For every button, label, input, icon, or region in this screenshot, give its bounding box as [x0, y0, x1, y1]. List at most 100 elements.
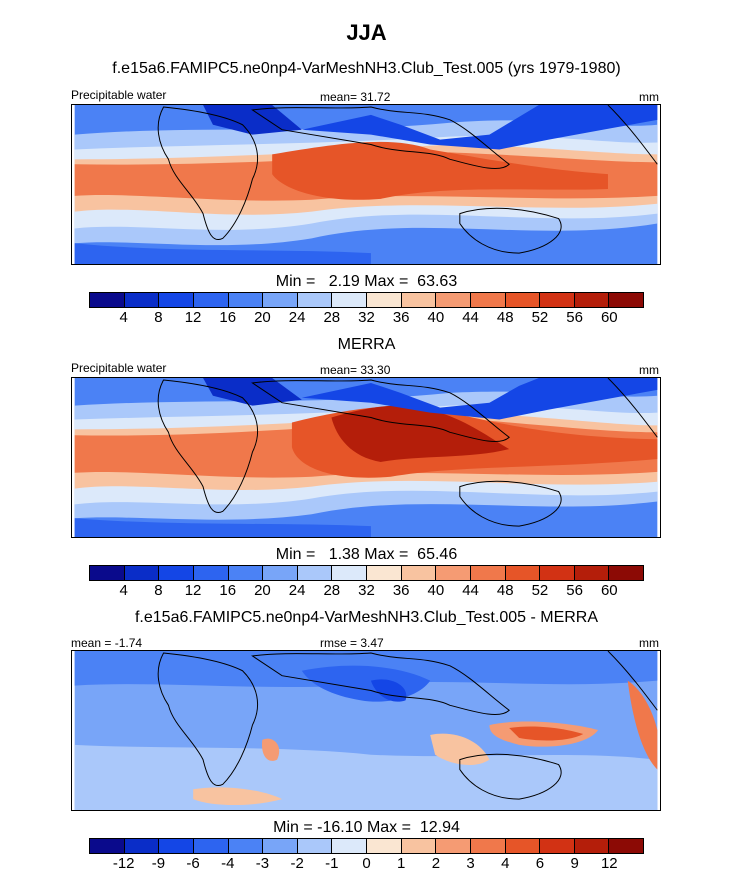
colorbar-tick-label: 9	[570, 855, 579, 872]
colorbar-tick-label: 2	[431, 855, 441, 872]
panel2-colorbar-ticks: 4 8 12 16 20 24 28 32 36 40 44 48 52 56 60	[89, 582, 644, 600]
colorbar-tick-label: 36	[392, 582, 410, 599]
panel1-field-dry-north	[301, 105, 658, 150]
colorbar-tick-label: 8	[154, 582, 163, 599]
panel1-colorbar-swatch	[505, 293, 541, 307]
panel3-colorbar-ticks: -12 -9 -6 -4 -3 -2 -1 0 1 2 3 4 6 9 12	[89, 855, 644, 873]
colorbar-tick-label: 28	[323, 309, 341, 326]
panel3-colorbar-swatch	[90, 839, 125, 853]
panel3-coast-asia	[251, 652, 510, 715]
colorbar-tick-label: 48	[496, 309, 514, 326]
panel1-field-dry-sahara	[203, 105, 302, 135]
panel1-coast-australia	[459, 207, 562, 254]
panel3-colorbar-swatch	[436, 839, 471, 853]
panel3-field-madagascar	[261, 738, 280, 761]
panel3-colorbar-swatch	[228, 839, 264, 853]
figure-title: JJA	[346, 20, 387, 45]
panel1-units-label: mm	[639, 90, 659, 104]
colorbar-tick-label: -9	[151, 855, 166, 872]
colorbar-tick-label: 3	[466, 855, 475, 872]
colorbar-tick-label: 12	[184, 582, 202, 599]
panel2-units-label: mm	[639, 363, 659, 377]
colorbar-tick-label: 16	[219, 309, 237, 326]
panel2-min-max: Min = 1.38 Max = 65.46	[275, 546, 458, 563]
panel1-colorbar-swatch	[193, 293, 229, 307]
colorbar-tick-label: 48	[496, 582, 514, 599]
panel2-colorbar-swatch	[124, 566, 160, 580]
colorbar-tick-label: -1	[325, 855, 339, 872]
panel2-colorbar-swatch	[228, 566, 264, 580]
panel3-map-svg	[74, 651, 658, 810]
colorbar-tick-label: 44	[462, 309, 479, 326]
panel3-field-southern-wet	[193, 787, 283, 806]
panel3-title: f.e15a6.FAMIPC5.ne0np4-VarMeshNH3.Club_T…	[134, 609, 599, 626]
colorbar-tick-label: 6	[535, 855, 545, 872]
panel2-colorbar-swatch	[193, 566, 229, 580]
panel3-min-max: Min = -16.10 Max = 12.94	[273, 819, 460, 836]
panel2-colorbar-swatch	[297, 566, 333, 580]
panel2-coast-africa	[157, 379, 259, 513]
panel2-field-dry-sahara	[203, 378, 302, 406]
colorbar-tick-label: 24	[288, 582, 306, 599]
panel2-coast-americas	[607, 378, 658, 438]
panel1-colorbar-swatch	[159, 293, 194, 307]
panel3-field-pacific-core	[509, 726, 584, 741]
panel2-coast-australia	[459, 480, 562, 527]
panel1-colorbar	[89, 292, 644, 308]
panel3-colorbar-swatch	[124, 839, 160, 853]
panel3-mean-label: mean = -1.74	[71, 636, 143, 650]
panel2-colorbar-swatch	[401, 566, 437, 580]
colorbar-tick-label: 20	[254, 309, 271, 326]
panel1-map-svg	[74, 105, 658, 264]
panel2-colorbar-swatch	[436, 566, 471, 580]
panel1-colorbar-swatch	[332, 293, 367, 307]
panel1-colorbar-swatch	[470, 293, 506, 307]
panel3-colorbar-swatch	[159, 839, 194, 853]
panel2-colorbar-swatch	[90, 566, 125, 580]
colorbar-tick-label: 0	[362, 855, 371, 872]
panel2-colorbar	[89, 565, 644, 581]
panel1-map	[71, 104, 661, 265]
colorbar-tick-label: 52	[531, 309, 549, 326]
colorbar-tick-label: 12	[600, 855, 618, 872]
colorbar-tick-label: 40	[427, 582, 445, 599]
panel3-colorbar-swatch	[263, 839, 298, 853]
colorbar-tick-label: 4	[119, 309, 128, 326]
panel2-variable-label: Precipitable water	[71, 361, 167, 375]
colorbar-tick-label: 28	[323, 582, 341, 599]
panel2-colorbar-swatch	[574, 566, 610, 580]
colorbar-tick-label: 12	[184, 309, 202, 326]
panel1-coast-americas	[607, 105, 658, 165]
panel1-colorbar-swatch	[540, 293, 575, 307]
panel2-colorbar-swatch	[367, 566, 402, 580]
panel1-colorbar-swatch	[367, 293, 402, 307]
colorbar-tick-label: 8	[154, 309, 163, 326]
panel3-colorbar-swatch	[297, 839, 333, 853]
panel1-colorbar-swatch	[263, 293, 298, 307]
panel2-map	[71, 377, 661, 538]
colorbar-tick-label: -12	[112, 855, 135, 872]
panel3-coast-americas	[607, 651, 658, 711]
colorbar-tick-label: 4	[501, 855, 510, 872]
colorbar-tick-label: 44	[462, 582, 479, 599]
panel3-colorbar	[89, 838, 644, 854]
panel3-coast-africa	[157, 652, 259, 786]
colorbar-tick-label: 56	[566, 309, 583, 326]
panel2-map-svg	[74, 378, 658, 537]
colorbar-tick-label: 4	[119, 582, 128, 599]
panel3-coast-australia	[459, 753, 562, 800]
panel2-colorbar-swatch	[159, 566, 194, 580]
colorbar-tick-label: -2	[290, 855, 304, 872]
colorbar-tick-label: 60	[600, 309, 618, 326]
panel2-coast-asia	[251, 379, 510, 442]
panel1-colorbar-swatch	[90, 293, 125, 307]
panel1-colorbar-swatch	[574, 293, 610, 307]
panel3-colorbar-swatch	[574, 839, 610, 853]
panel2-mean-label: mean= 33.30	[320, 363, 391, 377]
panel1-min-max: Min = 2.19 Max = 63.63	[275, 273, 458, 290]
panel2-colorbar-swatch	[332, 566, 367, 580]
panel1-colorbar-swatch	[436, 293, 471, 307]
panel1-field-band-52	[272, 141, 608, 200]
colorbar-tick-label: 16	[219, 582, 237, 599]
panel1-coast-africa	[157, 106, 259, 240]
